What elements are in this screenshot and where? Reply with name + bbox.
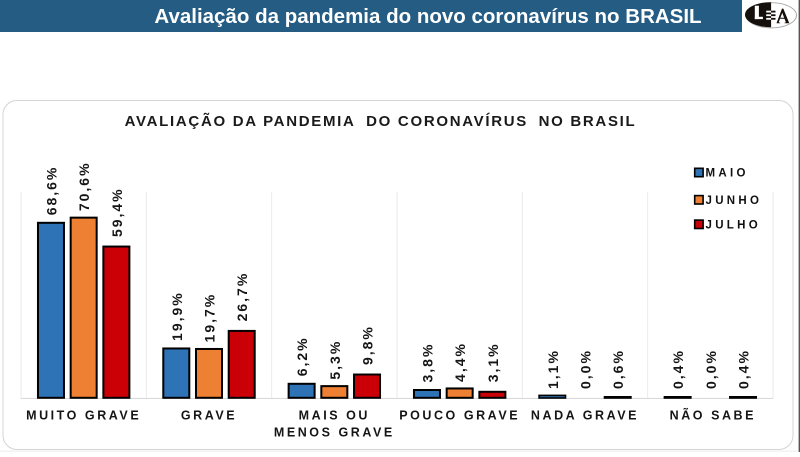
svg-text:1,1%: 1,1% [545, 349, 561, 389]
svg-text:AVALIAÇÃO DA PANDEMIA DO CORO: AVALIAÇÃO DA PANDEMIA DO CORONAVÍRUS NO … [125, 112, 637, 130]
svg-text:19,7%: 19,7% [202, 293, 218, 343]
svg-text:0,6%: 0,6% [610, 349, 626, 389]
svg-text:MUITO GRAVE: MUITO GRAVE [26, 409, 141, 423]
svg-text:Avaliação da pandemia do novo: Avaliação da pandemia do novo coronavíru… [154, 5, 701, 28]
svg-text:4,4%: 4,4% [452, 342, 468, 382]
svg-text:68,6%: 68,6% [43, 166, 59, 216]
svg-text:59,4%: 59,4% [109, 187, 125, 237]
svg-text:POUCO GRAVE: POUCO GRAVE [399, 409, 520, 423]
svg-text:JUNHO: JUNHO [706, 195, 763, 207]
svg-text:0,4%: 0,4% [736, 349, 752, 389]
svg-text:5,3%: 5,3% [327, 340, 343, 380]
svg-text:70,6%: 70,6% [76, 161, 92, 211]
svg-text:0,0%: 0,0% [703, 349, 719, 389]
svg-text:3,1%: 3,1% [485, 342, 501, 382]
svg-text:26,7%: 26,7% [234, 272, 250, 322]
svg-text:6,2%: 6,2% [294, 336, 310, 376]
svg-text:NÃO SABE: NÃO SABE [670, 408, 756, 423]
svg-text:NADA GRAVE: NADA GRAVE [531, 409, 639, 423]
svg-text:GRAVE: GRAVE [181, 409, 237, 423]
svg-text:9,8%: 9,8% [360, 325, 376, 365]
svg-text:JULHO: JULHO [706, 220, 761, 232]
svg-text:3,8%: 3,8% [419, 343, 435, 383]
svg-text:19,9%: 19,9% [169, 291, 185, 341]
svg-text:MAIS OU: MAIS OU [299, 409, 370, 423]
svg-text:MENOS GRAVE: MENOS GRAVE [274, 426, 395, 440]
svg-text:0,4%: 0,4% [670, 349, 686, 389]
svg-text:MAIO: MAIO [706, 168, 749, 180]
svg-text:0,0%: 0,0% [578, 349, 594, 389]
